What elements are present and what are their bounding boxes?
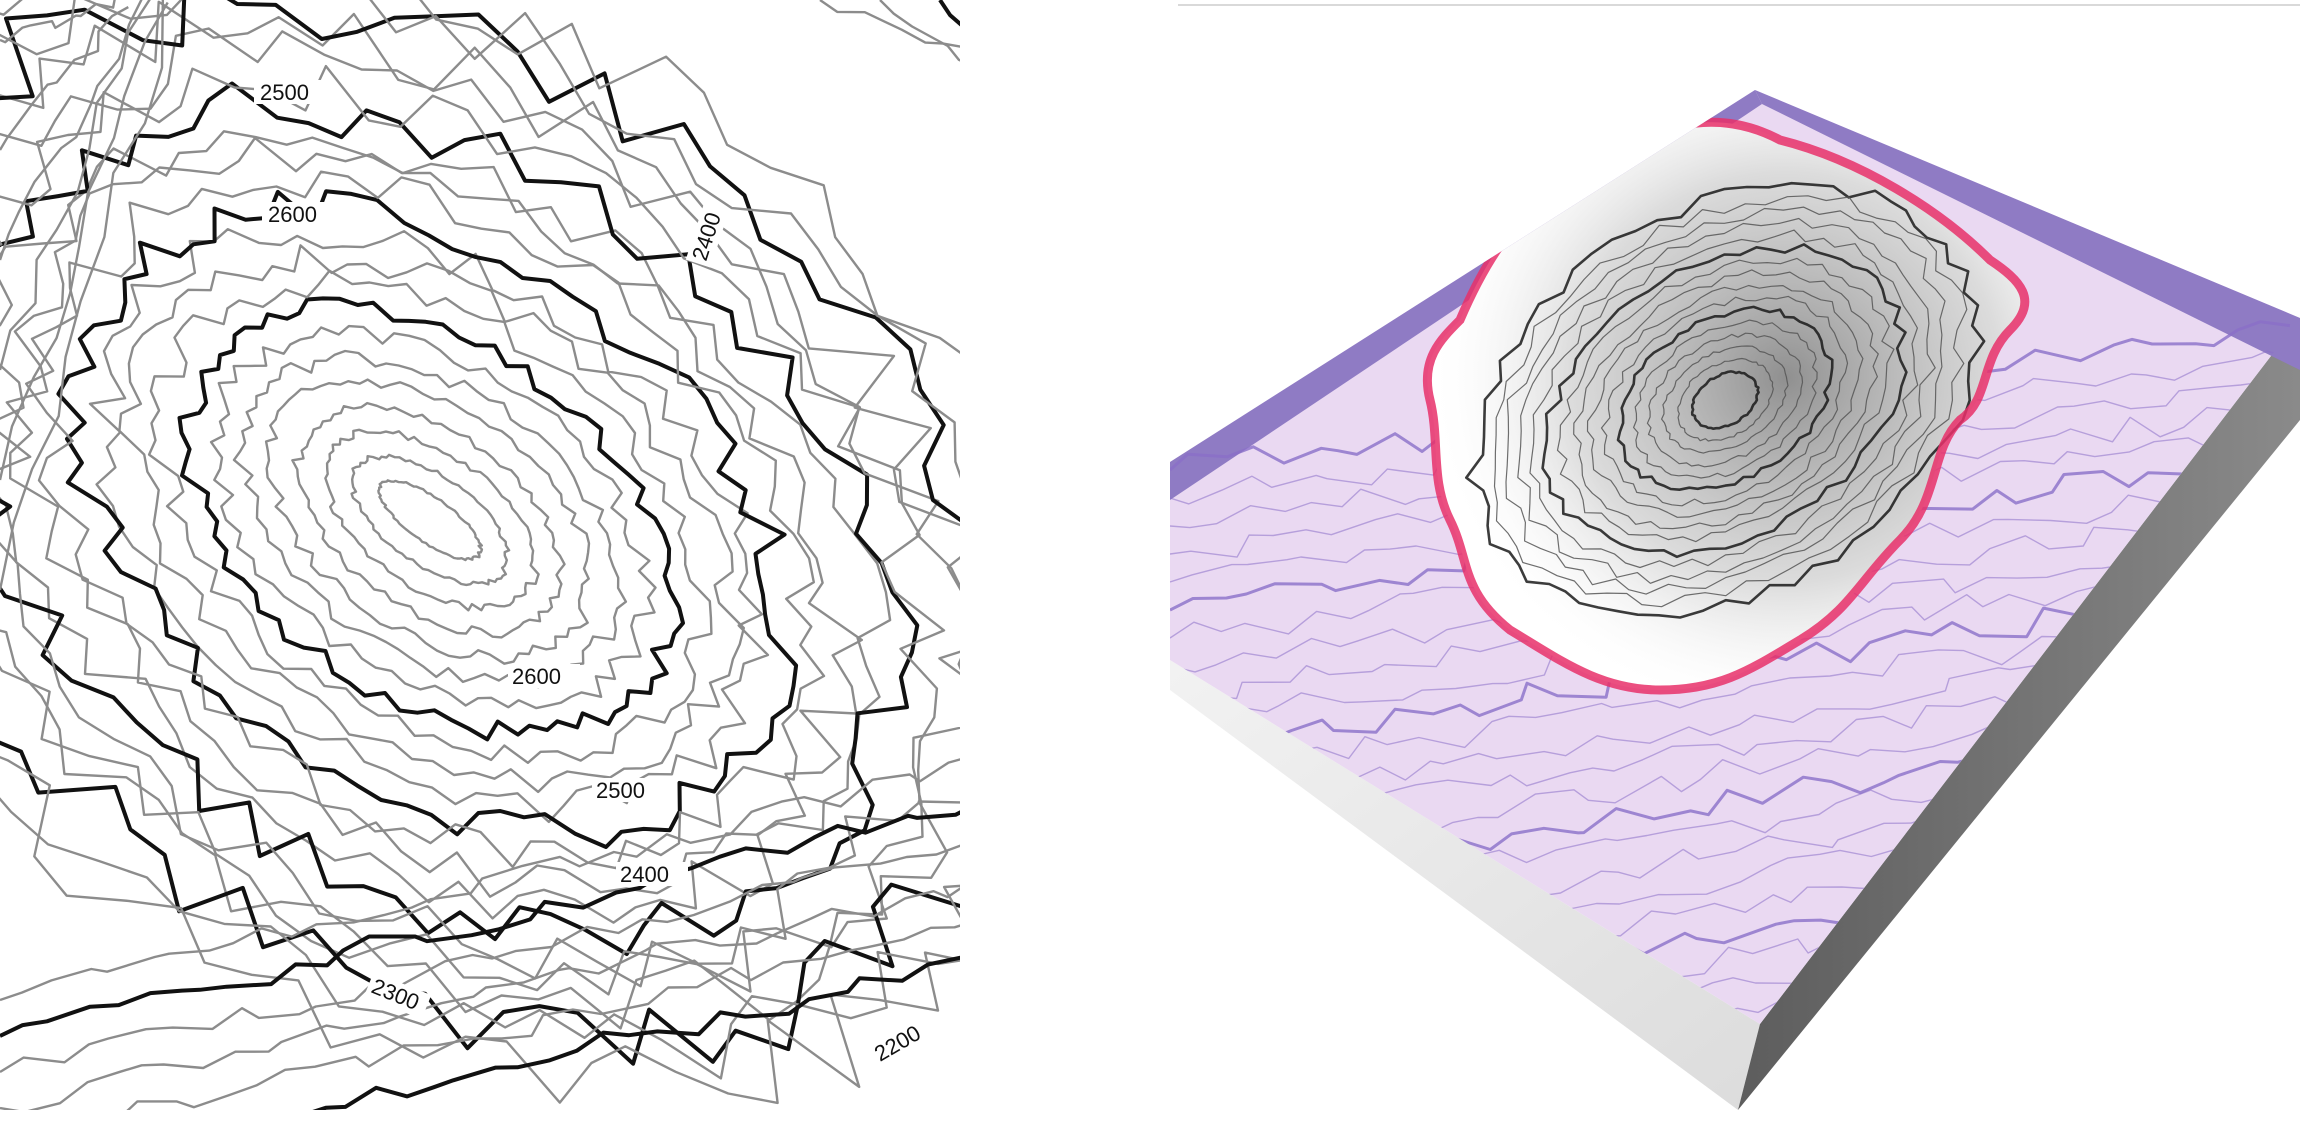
terrain-contour-line [1616,305,1834,491]
contour-map-panel: 2500 2600 2400 2600 2500 2400 2300 2200 [0,0,1160,1148]
contour-line [0,0,143,261]
terrain-contour-line [1465,181,1986,619]
contour-line [324,428,540,612]
contour-line [0,64,946,988]
terrain-contour-line [1586,284,1864,518]
terrain-mountain-contours [1465,181,1986,619]
contour-label-2500: 2500 [596,778,645,803]
contour-line [232,349,628,689]
contour-label-2600: 2600 [512,664,561,689]
contour-line [350,453,511,587]
contour-line [0,0,151,371]
contour-line [88,228,770,824]
contour-line [291,401,566,639]
contour-line [0,0,1015,1030]
contour-line [0,0,165,591]
terrain-contour-line [1690,370,1760,430]
terrain-contour-line [1541,243,1908,559]
contour-line [0,6,129,151]
index-contour-line [0,81,920,956]
contour-labels: 2500 2600 2400 2600 2500 2400 2300 2200 [254,80,934,1070]
contour-line [0,130,892,924]
back-edge-band [1755,90,2300,370]
terrain-contour-line [1600,295,1849,507]
index-contour-line [56,189,799,849]
terrain-contour-line [1493,195,1968,608]
contour-line [5,136,863,898]
terrain-3d-model [1170,4,2300,1110]
contour-line [118,244,745,794]
contour-label-2400: 2400 [620,862,669,887]
terrain-contour-line [1633,319,1818,479]
block-right-side [1738,318,2300,1110]
contour-line [25,170,826,870]
contour-line [0,0,1072,1080]
terrain-contour-line [1646,332,1804,468]
terrain-contour-line [1517,217,1936,584]
terrain-contour-line [1661,345,1789,454]
index-contour-line [177,296,685,742]
contour-label-2500: 2500 [260,80,309,105]
contour-lines [0,0,1160,1148]
contour-line [377,479,484,562]
map-margin [960,0,1160,1148]
terrain-contour-line [1529,229,1919,569]
index-contour-line [0,0,1029,1066]
contour-line [0,0,116,44]
terrain-contour-line [1556,257,1895,543]
terrain-contour-line [1505,206,1946,595]
contour-line [147,269,713,764]
terrain-contour-line [1677,357,1774,442]
highlighted-contour-line [1422,117,2030,695]
contour-map: 2500 2600 2400 2600 2500 2400 2300 2200 [0,0,1160,1148]
terrain-contour-line [1573,269,1879,530]
map-margin [0,1110,1160,1148]
contour-label-2600: 2600 [268,202,317,227]
contour-line [264,378,591,665]
block-front-side [1170,660,1760,1110]
terrain-model-panel [1160,0,2308,1148]
contour-line [0,1,169,481]
contour-line [209,324,657,710]
contour-line [0,27,976,996]
